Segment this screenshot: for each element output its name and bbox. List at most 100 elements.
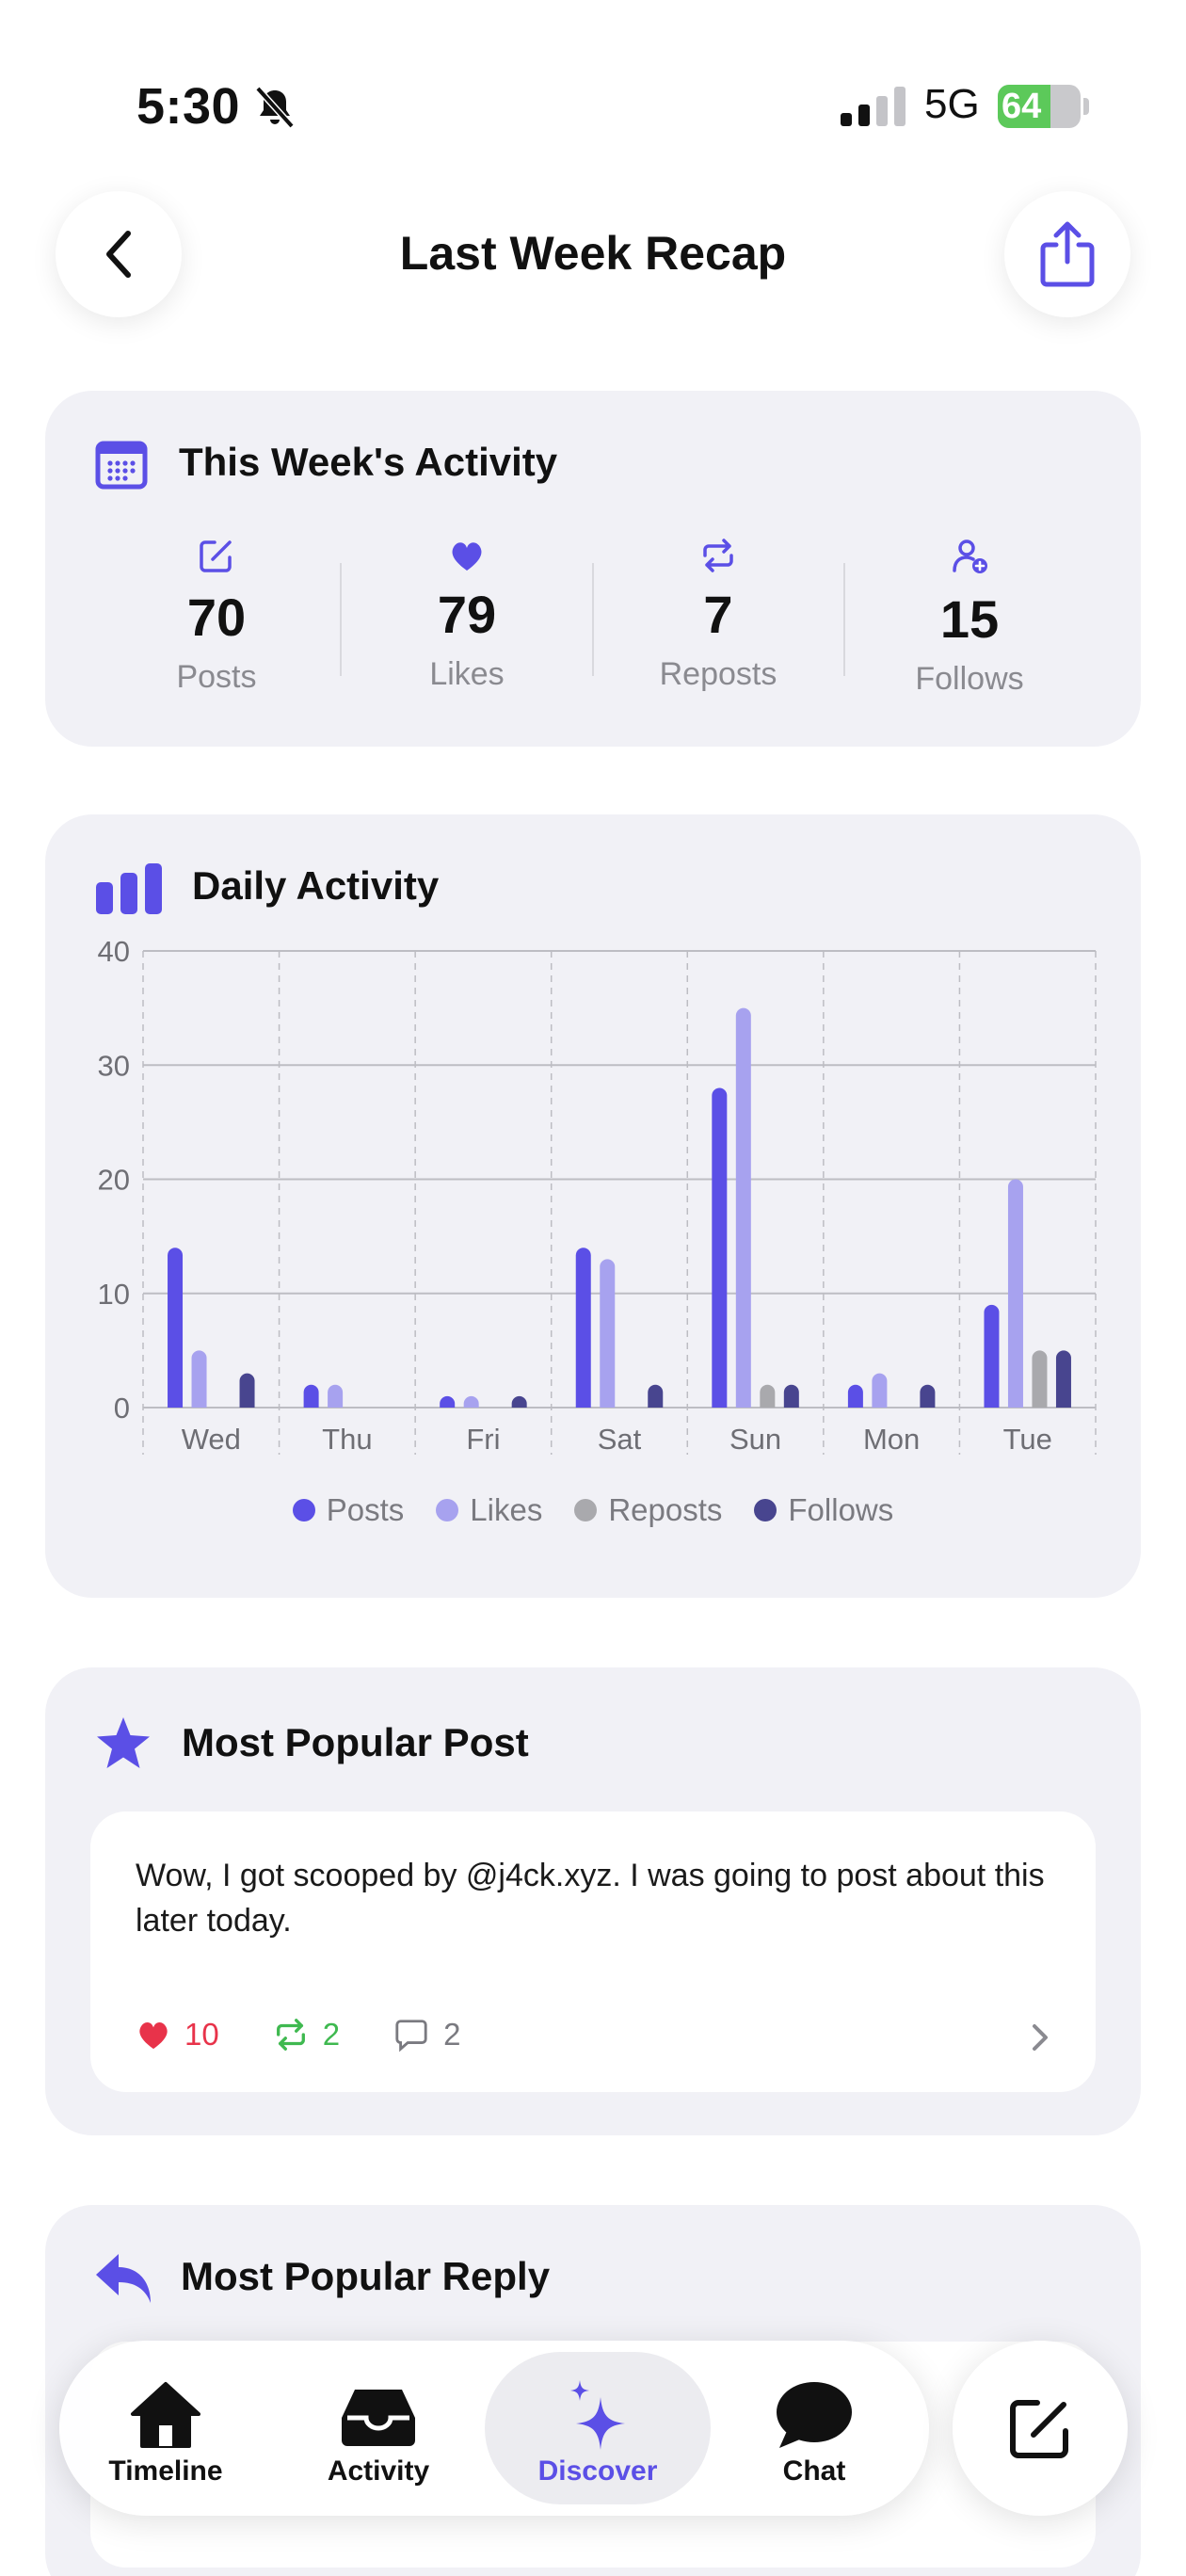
- post-replies: 2: [393, 2017, 460, 2053]
- daily-activity-title: Daily Activity: [192, 863, 440, 908]
- tab-timeline[interactable]: Timeline: [59, 2341, 272, 2516]
- posts-count: 70: [186, 588, 247, 647]
- bar-likes-sun: [735, 1007, 751, 1408]
- bar-likes-fri: [463, 1395, 479, 1408]
- post-text: Wow, I got scooped by @j4ck.xyz. I was g…: [136, 1858, 1045, 1939]
- post-reposts: 2: [272, 2017, 340, 2053]
- reposts-count: 7: [703, 585, 733, 644]
- back-button[interactable]: [56, 191, 182, 317]
- popular-post[interactable]: Wow, I got scooped by @j4ck.xyz. I was g…: [90, 1811, 1096, 2092]
- star-icon: [97, 1717, 150, 1768]
- bar-reposts-tue: [1032, 1350, 1048, 1408]
- chart-legend: Posts Likes Reposts Follows: [45, 1492, 1141, 1528]
- bar-posts-wed: [168, 1248, 184, 1408]
- legend-label: Follows: [788, 1492, 894, 1527]
- x-tick-label: Wed: [182, 1423, 241, 1456]
- likes-label: Likes: [429, 656, 505, 692]
- post-likes-count: 10: [184, 2017, 219, 2052]
- tab-discover[interactable]: Discover: [491, 2341, 704, 2516]
- heart-icon: [139, 2021, 168, 2050]
- x-tick-label: Sun: [729, 1423, 781, 1456]
- status-time: 5:30: [136, 78, 241, 135]
- legend-swatch: [436, 1499, 459, 1521]
- tab-chat-label: Chat: [782, 2455, 846, 2487]
- share-icon: [1040, 221, 1095, 287]
- legend-item-reposts: Reposts: [574, 1492, 722, 1528]
- tab-bar: Timeline Activity Discover Chat: [59, 2341, 929, 2516]
- compose-icon: [1010, 2400, 1068, 2458]
- bar-posts-sun: [712, 1087, 728, 1408]
- bar-likes-tue: [1007, 1179, 1023, 1408]
- signal-icon: [841, 87, 906, 126]
- calendar-icon: [95, 441, 148, 490]
- x-tick-label: Tue: [1003, 1423, 1052, 1456]
- tab-timeline-label: Timeline: [108, 2455, 223, 2487]
- popular-reply-title: Most Popular Reply: [181, 2254, 551, 2298]
- legend-swatch: [574, 1499, 598, 1521]
- compose-icon: [200, 540, 232, 572]
- bar-reposts-sun: [760, 1384, 776, 1408]
- bar-follows-sun: [783, 1384, 799, 1408]
- tab-activity-label: Activity: [327, 2455, 430, 2487]
- heart-icon: [452, 542, 482, 571]
- compose-button[interactable]: [953, 2341, 1128, 2516]
- bar-likes-sat: [600, 1259, 616, 1408]
- legend-label: Posts: [326, 1492, 405, 1527]
- popular-post-card: Most Popular Post Wow, I got scooped by …: [45, 1667, 1141, 2135]
- legend-swatch: [754, 1499, 777, 1521]
- bar-follows-sat: [648, 1384, 664, 1408]
- y-tick-label: 20: [98, 1164, 130, 1197]
- y-tick-label: 10: [98, 1278, 130, 1311]
- legend-label: Reposts: [608, 1492, 723, 1527]
- follows-count: 15: [939, 589, 1000, 649]
- reply-icon: [96, 2254, 151, 2303]
- bar-likes-thu: [328, 1384, 344, 1408]
- follows-label: Follows: [915, 661, 1024, 697]
- daily-activity-card: Daily Activity 0 10 20 30 40 Wed Thu Fri Sat Sun M…: [45, 814, 1141, 1598]
- chat-bubble-icon: [777, 2382, 852, 2448]
- network-label: 5G: [924, 81, 980, 127]
- person-add-icon: [953, 539, 987, 573]
- x-tick-label: Sat: [598, 1423, 642, 1456]
- bar-posts-sat: [575, 1248, 591, 1408]
- x-tick-label: Mon: [863, 1423, 920, 1456]
- repost-icon: [703, 539, 733, 572]
- comment-icon: [395, 2020, 427, 2053]
- post-engagement: 10 2 2: [136, 2017, 513, 2053]
- reposts-label: Reposts: [659, 656, 777, 692]
- bar-posts-fri: [440, 1395, 456, 1408]
- tab-discover-label: Discover: [537, 2455, 658, 2487]
- chevron-left-icon: [106, 231, 131, 278]
- tab-activity[interactable]: Activity: [272, 2341, 485, 2516]
- x-tick-label: Fri: [466, 1423, 500, 1456]
- y-tick-label: 40: [98, 935, 130, 968]
- posts-label: Posts: [176, 659, 257, 695]
- legend-item-posts: Posts: [292, 1492, 405, 1528]
- battery-percent: 64: [1002, 87, 1042, 126]
- bar-chart-icon: [96, 863, 162, 914]
- tab-chat[interactable]: Chat: [708, 2341, 921, 2516]
- legend-label: Likes: [470, 1492, 543, 1527]
- home-icon: [131, 2382, 200, 2448]
- weekly-activity-title: This Week's Activity: [179, 440, 558, 484]
- legend-swatch: [292, 1499, 315, 1521]
- sparkles-icon: [570, 2380, 625, 2450]
- legend-item-likes: Likes: [436, 1492, 542, 1528]
- bar-follows-fri: [511, 1395, 527, 1408]
- post-likes: 10: [136, 2017, 219, 2053]
- x-tick-label: Thu: [322, 1423, 372, 1456]
- share-button[interactable]: [1004, 191, 1130, 317]
- bar-follows-wed: [239, 1373, 255, 1408]
- page-title: Last Week Recap: [399, 227, 787, 280]
- bar-likes-wed: [191, 1350, 207, 1408]
- repost-icon: [276, 2019, 305, 2051]
- popular-post-title: Most Popular Post: [182, 1720, 529, 1764]
- silent-bell-icon: [255, 86, 295, 129]
- weekly-activity-card: This Week's Activity 70 Posts 79 Likes 7…: [45, 391, 1141, 747]
- bar-posts-mon: [847, 1384, 863, 1408]
- legend-item-follows: Follows: [754, 1492, 893, 1528]
- battery-fill: [998, 85, 1051, 128]
- y-tick-label: 30: [98, 1049, 130, 1082]
- post-replies-count: 2: [443, 2017, 461, 2052]
- battery-icon: 64: [998, 85, 1089, 128]
